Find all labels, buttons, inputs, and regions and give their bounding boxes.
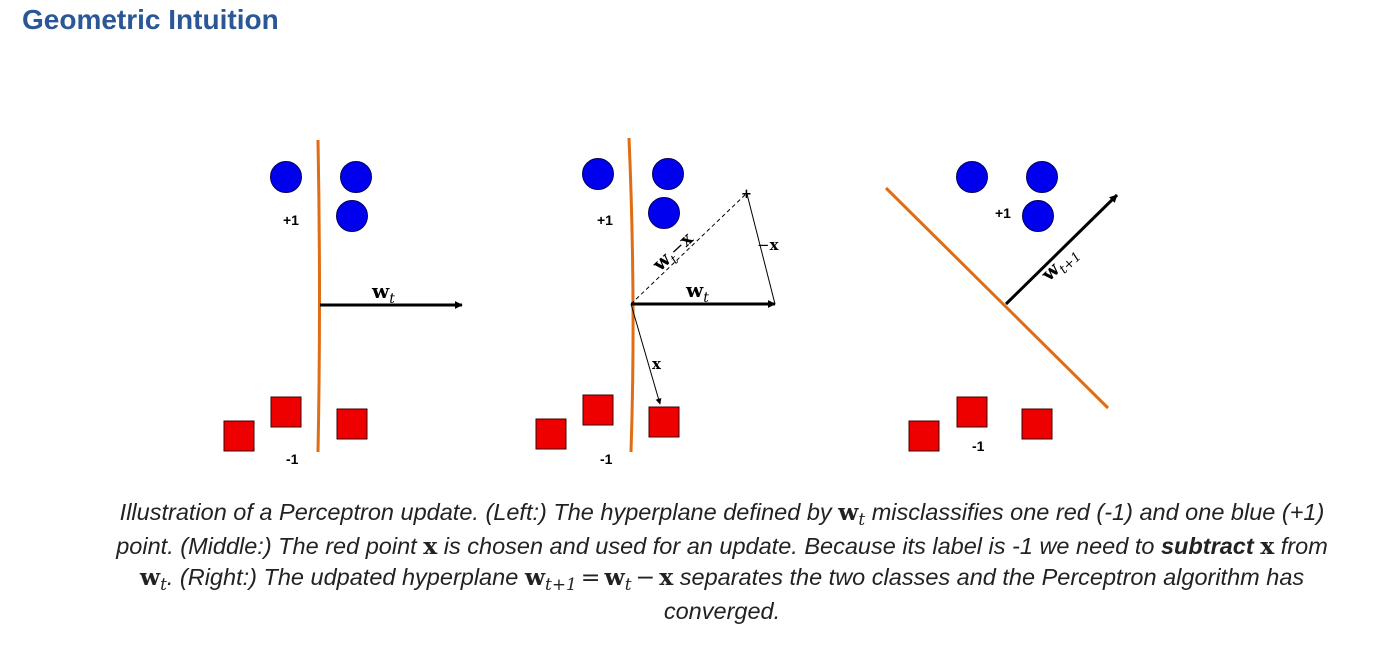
- middle-panel: +1 -1 wt x −x + wt−x: [535, 137, 780, 467]
- math-equals: =: [580, 563, 601, 591]
- negative-point: [270, 396, 302, 428]
- left-panel: +1 -1 wt: [223, 139, 463, 467]
- math-w: w: [139, 563, 161, 591]
- math-sub-t: t: [858, 509, 866, 530]
- page-title: Geometric Intuition: [22, 4, 279, 35]
- positive-point: [652, 158, 684, 190]
- positive-label: +1: [995, 205, 1011, 221]
- neg-x-vector: [746, 193, 776, 305]
- negative-point: [223, 420, 255, 452]
- positive-point: [336, 200, 368, 232]
- caption-text: is chosen and used for an update. Becaus…: [437, 532, 1161, 559]
- positive-point: [648, 197, 680, 229]
- negative-point: [535, 418, 567, 450]
- x-vector: [630, 303, 662, 405]
- hyperplane-left: [316, 139, 321, 453]
- negative-label: -1: [972, 438, 985, 454]
- tip-marker: +: [741, 187, 752, 202]
- negative-point: [956, 396, 988, 428]
- math-sub-t: t: [624, 574, 632, 595]
- figure-caption: Illustration of a Perceptron update. (Le…: [112, 497, 1332, 627]
- t-subscript: t: [703, 290, 709, 306]
- math-x: x: [1260, 531, 1275, 560]
- weight-vector-label: wt: [685, 278, 709, 306]
- positive-label: +1: [597, 212, 613, 228]
- negative-point: [336, 408, 368, 440]
- negative-point: [908, 420, 940, 452]
- w-symbol: w: [371, 279, 390, 303]
- right-panel: +1 -1 wt+1: [884, 161, 1119, 454]
- positive-label: +1: [283, 212, 299, 228]
- weight-vector-wt1: [1004, 193, 1119, 306]
- math-sub-t-plus-1: t+1: [545, 574, 577, 595]
- math-minus: −: [635, 563, 656, 591]
- hyperplane-middle: [627, 137, 635, 453]
- negative-point: [582, 394, 614, 426]
- t-subscript: t: [389, 291, 395, 307]
- difference-vector-label: wt−x: [648, 228, 701, 280]
- neg-x-label: −x: [757, 236, 780, 254]
- x-vector-label: x: [652, 355, 662, 373]
- positive-point: [582, 158, 614, 190]
- negative-label: -1: [600, 451, 613, 467]
- caption-text: Illustration of a Perceptron update. (Le…: [119, 499, 839, 525]
- minus-sign: −: [757, 236, 770, 254]
- math-sub-t: t: [160, 574, 167, 595]
- perceptron-figure: +1 -1 wt +1 -1 wt x −x +: [223, 137, 1119, 467]
- difference-vector: [630, 192, 748, 305]
- subtract-emphasis: subtract: [1160, 532, 1254, 559]
- weight-vector-label: wt: [371, 279, 395, 307]
- math-w: w: [604, 563, 625, 591]
- positive-point: [340, 161, 372, 193]
- w-symbol: w: [685, 278, 704, 302]
- math-x: x: [659, 563, 674, 591]
- positive-point: [270, 161, 302, 193]
- caption-text: misclassifies one red (-1) and one blue …: [116, 499, 1325, 559]
- positive-point: [1026, 161, 1058, 193]
- negative-point: [648, 406, 680, 438]
- hyperplane-right: [884, 186, 1110, 410]
- x-symbol: x: [770, 236, 780, 254]
- negative-label: -1: [286, 451, 299, 467]
- negative-point: [1021, 408, 1053, 440]
- positive-point: [1022, 200, 1054, 232]
- caption-text: . (Right:) The udpated hyperplane: [166, 564, 525, 590]
- caption-text: from: [1274, 532, 1328, 559]
- positive-point: [956, 161, 988, 193]
- math-w: w: [524, 563, 546, 591]
- math-x: x: [423, 531, 438, 560]
- caption-text: separates the two classes and the Percep…: [663, 564, 1305, 624]
- math-w: w: [838, 498, 859, 526]
